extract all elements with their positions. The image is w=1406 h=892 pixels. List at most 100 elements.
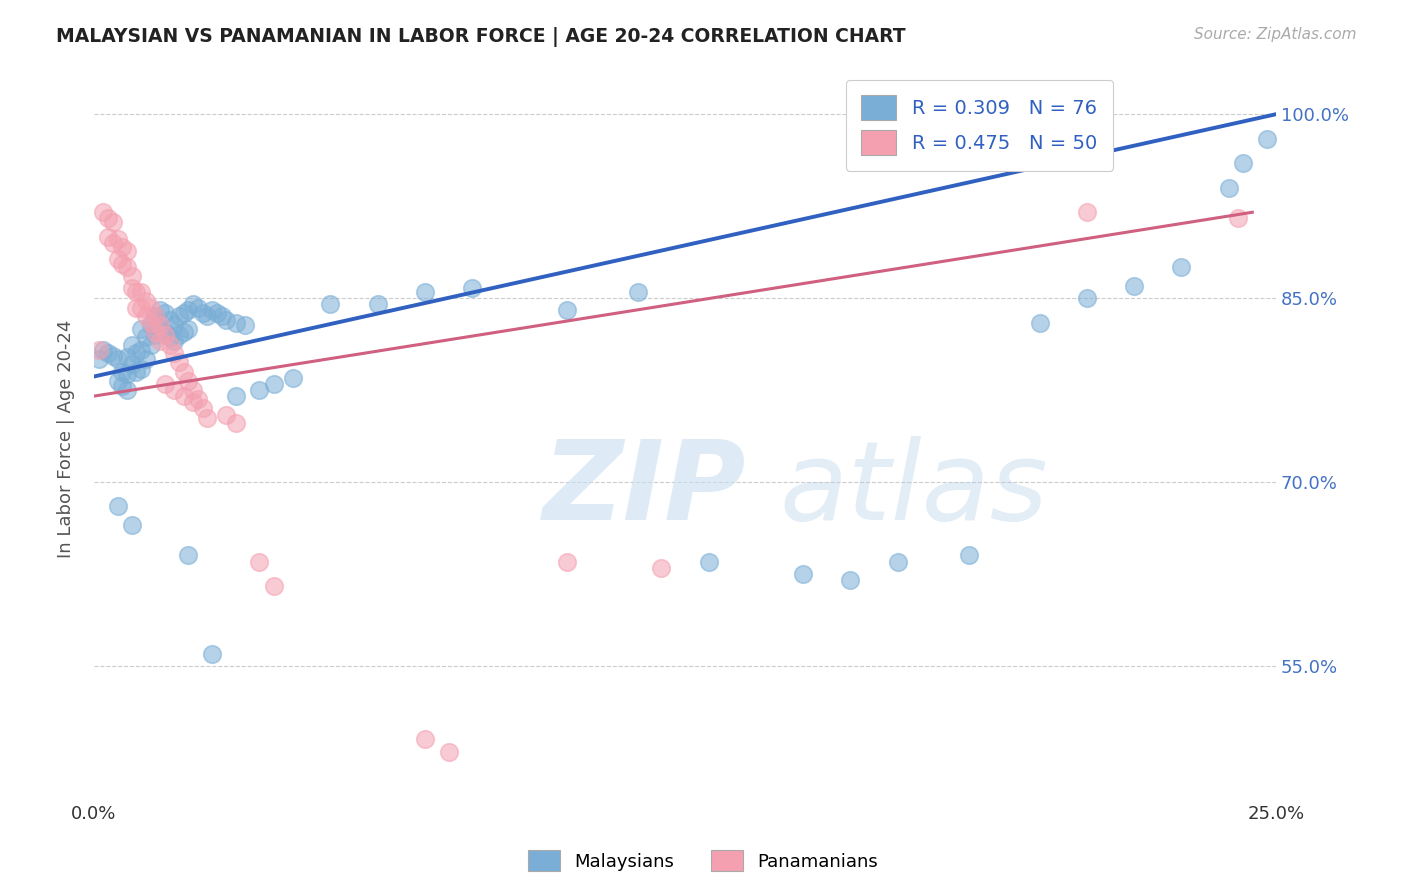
Point <box>191 306 214 320</box>
Legend: Malaysians, Panamanians: Malaysians, Panamanians <box>520 843 886 879</box>
Point <box>792 566 814 581</box>
Point <box>115 367 138 381</box>
Point <box>437 745 460 759</box>
Text: ZIP: ZIP <box>543 436 747 543</box>
Point <box>139 318 162 332</box>
Point <box>163 383 186 397</box>
Point <box>555 555 578 569</box>
Point <box>697 555 720 569</box>
Point <box>121 281 143 295</box>
Point <box>225 416 247 430</box>
Point <box>87 352 110 367</box>
Text: Source: ZipAtlas.com: Source: ZipAtlas.com <box>1194 27 1357 42</box>
Point <box>197 411 219 425</box>
Point <box>167 310 190 324</box>
Point <box>233 318 256 332</box>
Point <box>115 383 138 397</box>
Point <box>87 343 110 357</box>
Point <box>107 252 129 266</box>
Point <box>111 257 134 271</box>
Point <box>167 355 190 369</box>
Point <box>135 310 157 324</box>
Y-axis label: In Labor Force | Age 20-24: In Labor Force | Age 20-24 <box>58 320 75 558</box>
Point <box>93 343 115 357</box>
Point <box>125 285 148 299</box>
Point <box>319 297 342 311</box>
Point <box>125 365 148 379</box>
Point <box>111 379 134 393</box>
Point <box>135 330 157 344</box>
Point <box>1256 132 1278 146</box>
Point <box>121 337 143 351</box>
Point <box>627 285 650 299</box>
Point <box>139 337 162 351</box>
Point <box>121 268 143 283</box>
Point <box>129 362 152 376</box>
Point <box>135 352 157 367</box>
Point <box>201 647 224 661</box>
Point <box>121 517 143 532</box>
Point <box>107 375 129 389</box>
Point <box>129 285 152 299</box>
Point <box>129 343 152 357</box>
Point <box>181 297 204 311</box>
Point <box>263 579 285 593</box>
Point <box>149 303 172 318</box>
Point <box>111 239 134 253</box>
Point <box>153 326 176 340</box>
Point <box>97 346 120 360</box>
Point <box>173 306 195 320</box>
Point <box>121 357 143 371</box>
Point <box>115 350 138 364</box>
Point <box>139 316 162 330</box>
Point <box>249 555 271 569</box>
Point <box>461 281 484 295</box>
Point <box>650 560 672 574</box>
Point <box>173 365 195 379</box>
Point <box>957 549 980 563</box>
Point <box>163 334 186 348</box>
Point <box>225 316 247 330</box>
Point <box>177 303 200 318</box>
Point <box>153 306 176 320</box>
Point <box>1028 316 1050 330</box>
Point <box>159 337 181 351</box>
Point <box>187 301 209 315</box>
Point <box>187 392 209 406</box>
Point <box>173 326 195 340</box>
Point <box>115 244 138 259</box>
Point <box>886 555 908 569</box>
Point <box>181 395 204 409</box>
Point <box>201 303 224 318</box>
Point <box>215 313 238 327</box>
Point <box>159 313 181 327</box>
Point <box>97 229 120 244</box>
Point <box>413 732 436 747</box>
Point <box>197 310 219 324</box>
Point <box>153 327 176 342</box>
Point <box>159 330 181 344</box>
Point <box>249 383 271 397</box>
Point <box>225 389 247 403</box>
Point <box>367 297 389 311</box>
Point <box>173 389 195 403</box>
Point <box>93 205 115 219</box>
Point <box>1218 180 1240 194</box>
Point <box>205 306 228 320</box>
Point <box>1232 156 1254 170</box>
Point <box>263 376 285 391</box>
Point <box>125 346 148 360</box>
Point <box>1227 211 1250 226</box>
Point <box>115 260 138 275</box>
Point <box>177 375 200 389</box>
Point <box>145 326 167 340</box>
Point <box>167 327 190 342</box>
Point <box>129 301 152 315</box>
Point <box>149 322 172 336</box>
Point <box>149 318 172 332</box>
Legend: R = 0.309   N = 76, R = 0.475   N = 50: R = 0.309 N = 76, R = 0.475 N = 50 <box>845 80 1112 170</box>
Point <box>211 310 233 324</box>
Point <box>177 549 200 563</box>
Point <box>107 500 129 514</box>
Point <box>125 301 148 315</box>
